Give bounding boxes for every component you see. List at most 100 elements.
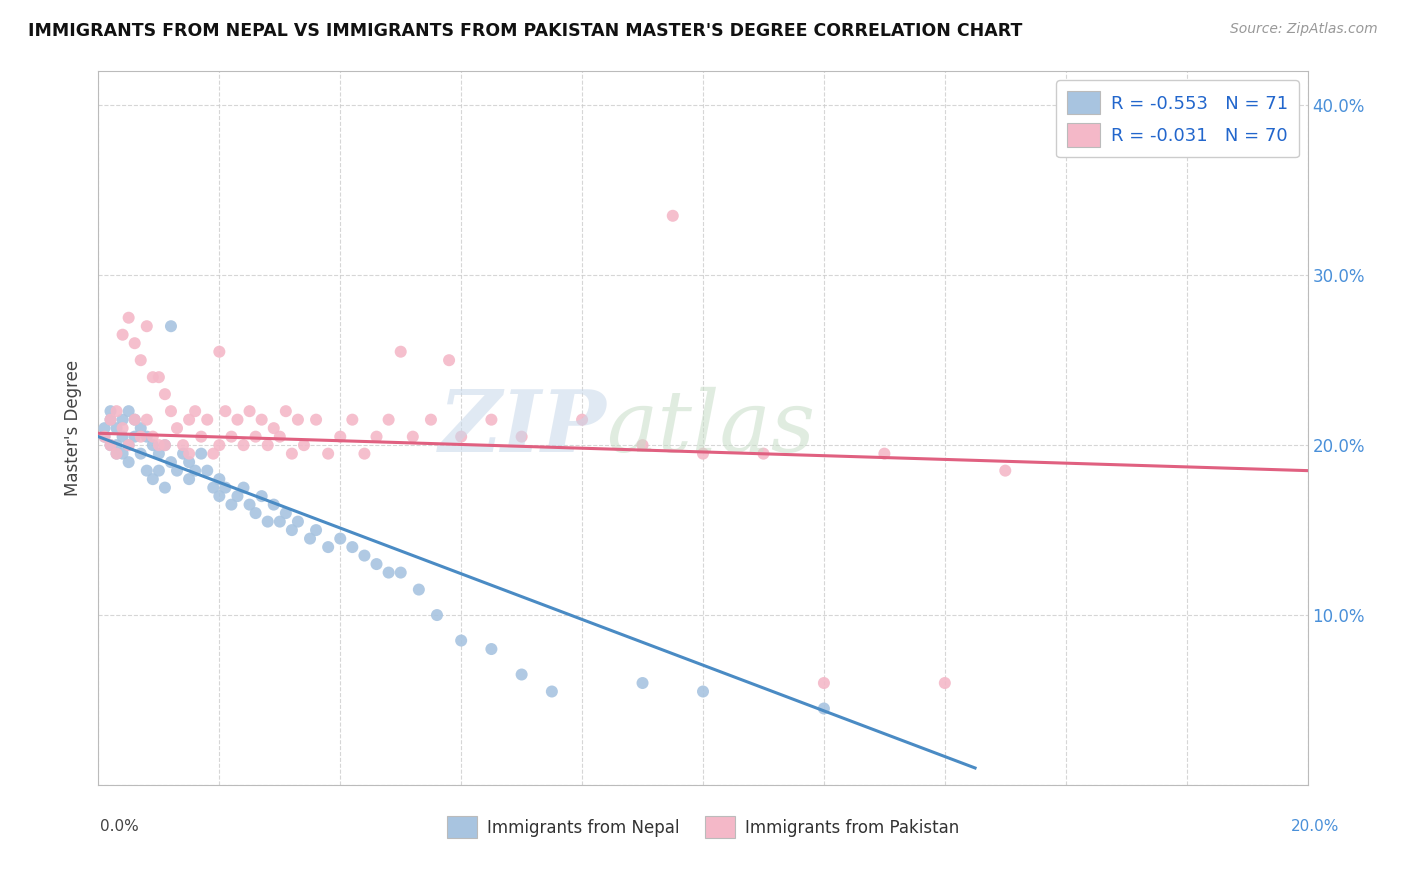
Point [93,430,115,444]
Point [250,489,273,503]
Point [142,438,165,452]
Point [292,438,315,452]
Point [571,412,593,426]
Point [281,447,304,461]
Point [287,412,309,426]
Point [153,481,176,495]
Text: atlas: atlas [606,387,815,469]
Point [195,464,218,478]
Point [184,464,207,478]
Point [148,447,170,461]
Point [232,438,254,452]
Point [299,532,322,546]
Point [214,404,236,418]
Point [329,532,352,546]
Point [129,421,152,435]
Point [100,404,122,418]
Point [160,319,183,334]
Point [221,498,243,512]
Point [208,438,231,452]
Point [93,421,115,435]
Point [934,676,956,690]
Point [305,523,328,537]
Point [281,523,304,537]
Point [142,370,165,384]
Point [135,412,157,426]
Text: Source: ZipAtlas.com: Source: ZipAtlas.com [1230,22,1378,37]
Point [239,404,262,418]
Point [631,438,654,452]
Point [118,310,141,325]
Point [994,464,1017,478]
Text: IMMIGRANTS FROM NEPAL VS IMMIGRANTS FROM PAKISTAN MASTER'S DEGREE CORRELATION CH: IMMIGRANTS FROM NEPAL VS IMMIGRANTS FROM… [28,22,1022,40]
Point [135,319,157,334]
Point [124,336,146,351]
Point [142,472,165,486]
Point [274,404,297,418]
Point [481,642,503,657]
Text: ZIP: ZIP [439,386,606,470]
Point [450,633,472,648]
Point [250,412,273,426]
Point [226,412,249,426]
Point [118,438,141,452]
Point [190,447,212,461]
Point [111,447,134,461]
Text: 0.0%: 0.0% [100,820,139,834]
Point [342,412,364,426]
Legend: Immigrants from Nepal, Immigrants from Pakistan: Immigrants from Nepal, Immigrants from P… [440,810,966,845]
Point [166,421,188,435]
Point [366,557,388,571]
Point [124,430,146,444]
Point [105,447,128,461]
Point [813,676,835,690]
Point [408,582,430,597]
Point [166,464,188,478]
Point [100,412,122,426]
Point [426,608,449,623]
Point [93,430,115,444]
Point [813,701,835,715]
Point [402,430,425,444]
Point [129,353,152,368]
Point [353,447,375,461]
Point [208,472,231,486]
Point [172,447,194,461]
Point [263,421,285,435]
Point [269,430,291,444]
Point [179,412,201,426]
Point [148,370,170,384]
Point [135,430,157,444]
Point [179,472,201,486]
Point [316,540,339,554]
Point [256,515,278,529]
Point [118,438,141,452]
Point [153,387,176,401]
Point [245,506,267,520]
Point [179,447,201,461]
Point [420,412,443,426]
Point [160,404,183,418]
Y-axis label: Master's Degree: Master's Degree [65,360,83,496]
Point [142,430,165,444]
Point [129,430,152,444]
Point [179,455,201,469]
Point [353,549,375,563]
Point [221,430,243,444]
Point [208,344,231,359]
Point [437,353,460,368]
Point [692,684,714,698]
Point [239,498,262,512]
Point [692,447,714,461]
Point [111,412,134,426]
Point [226,489,249,503]
Point [661,209,683,223]
Point [172,438,194,452]
Point [105,438,128,452]
Point [105,404,128,418]
Point [148,438,170,452]
Point [111,421,134,435]
Point [873,447,896,461]
Point [631,676,654,690]
Point [389,344,412,359]
